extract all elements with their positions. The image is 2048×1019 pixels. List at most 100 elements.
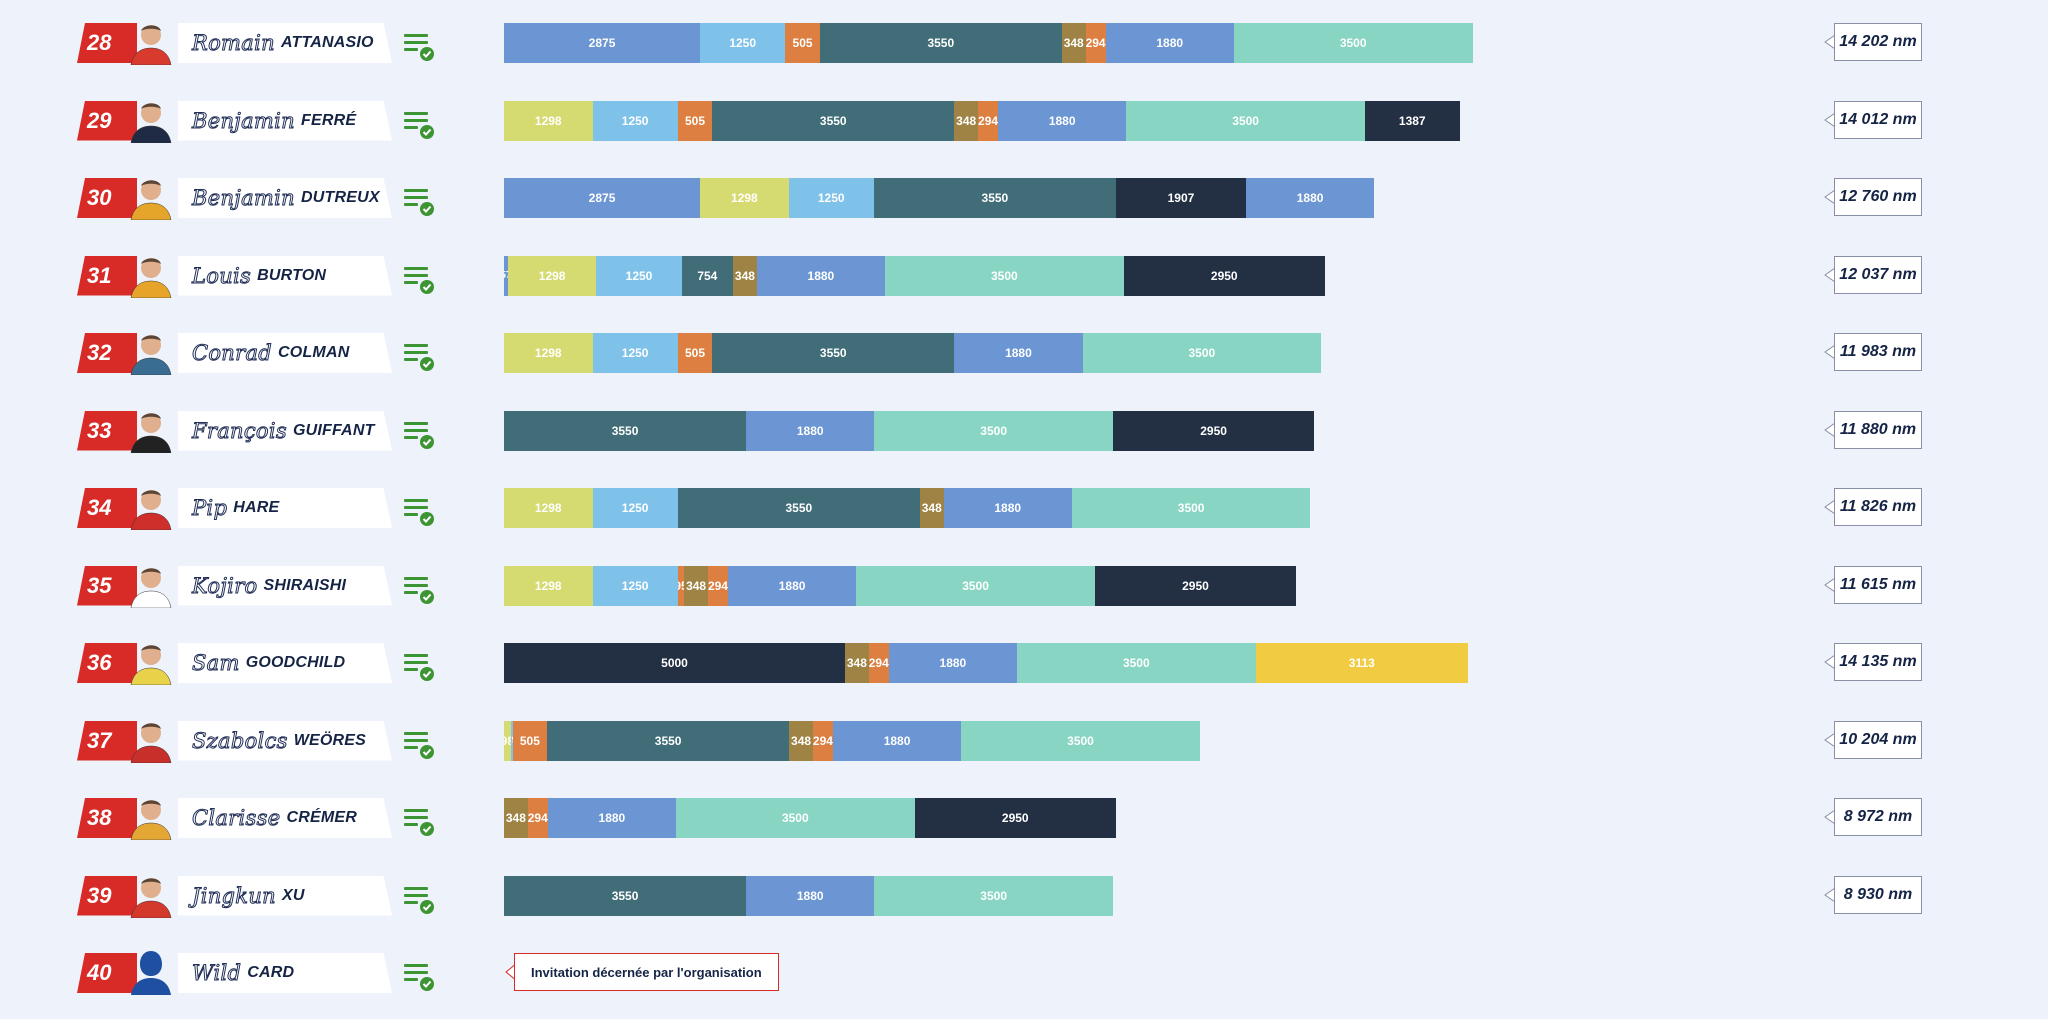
distance-stacked-bar: 1298 1250 505 3550 348 294 1880 3500 1387 (504, 100, 1460, 141)
rank-badge: 34 (77, 488, 137, 528)
bar-segment: 3500 (1016, 643, 1256, 683)
rank-badge: 28 (77, 23, 137, 63)
bar-segment: 294 (812, 720, 833, 761)
bar-segment: 1880 (888, 643, 1017, 683)
skipper-row: 33 François GUIFFANT 3550 1880 3500 2950 11 880… (0, 409, 2048, 453)
bar-segment: 3500 (874, 410, 1113, 451)
bar-segment: 294 (707, 565, 728, 606)
bar-segment: 1880 (547, 798, 676, 838)
skipper-row: 35 Kojiro SHIRAISHI 12981250953482941880350… (0, 564, 2048, 608)
skipper-last-name: HARE (233, 499, 280, 516)
bar-segment: 348 (845, 643, 869, 683)
list-check-icon[interactable] (402, 419, 436, 449)
rank-badge: 39 (77, 875, 137, 916)
total-distance-tag: 12 760 nm (1834, 178, 1922, 216)
total-distance-tag: 10 204 nm (1834, 720, 1922, 759)
skipper-last-name: CARD (247, 964, 295, 981)
list-check-icon[interactable] (402, 729, 436, 759)
bar-segment: 294 (527, 798, 548, 838)
skipper-name: Louis BURTON (178, 255, 392, 296)
rank-badge: 29 (77, 100, 137, 141)
skipper-row: 39 Jingkun XU 3550 1880 3500 8 930 nm (0, 874, 2048, 918)
total-distance-tag: 14 012 nm (1834, 100, 1922, 139)
bar-segment: 1250 (592, 333, 678, 373)
skipper-name: Wild CARD (178, 953, 392, 993)
skipper-last-name: XU (281, 886, 305, 904)
bar-segment: 1298 (504, 333, 593, 373)
rank-badge: 33 (77, 410, 137, 451)
skipper-first-name: Pip (191, 496, 228, 521)
skipper-row: 38 Clarisse CRÉMER 348 294 1880 3500 2950 8 972 … (0, 796, 2048, 840)
skipper-last-name: WEÖRES (293, 731, 367, 749)
list-check-icon[interactable] (402, 264, 436, 294)
list-check-icon[interactable] (402, 341, 436, 371)
skipper-first-name: Wild (191, 961, 242, 986)
bar-segment: 3550 (873, 178, 1116, 218)
skipper-row: 32 Conrad COLMAN 1298 1250 505 3550 1880 3500 11 … (0, 331, 2048, 375)
bar-segment: 57 (504, 255, 508, 296)
silhouette-avatar (125, 945, 177, 995)
bar-segment: 1880 (1245, 178, 1375, 218)
skipper-first-name: Clarisse (191, 806, 281, 831)
bar-segment: 3500 (874, 875, 1113, 916)
bar-segment: 505 (512, 720, 548, 761)
skipper-name: Szabolcs WEÖRES (178, 720, 392, 761)
bar-segment: 3500 (961, 720, 1200, 761)
bar-segment: 348 (789, 720, 813, 761)
bar-segment: 1298 (504, 488, 593, 528)
bar-segment: 1880 (746, 410, 875, 451)
skipper-row: 30 Benjamin DUTREUX 2875 1298 1250 3550 1907 188… (0, 176, 2048, 220)
skipper-avatar (125, 15, 177, 65)
skipper-avatar (125, 248, 177, 298)
list-check-icon[interactable] (402, 186, 436, 216)
skipper-avatar (125, 713, 177, 763)
bar-segment: 1250 (596, 255, 682, 296)
bar-segment: 1298 (700, 178, 789, 218)
bar-segment: 1880 (1105, 23, 1234, 63)
skipper-last-name: GOODCHILD (245, 654, 346, 671)
bar-segment: 2875 (504, 23, 701, 63)
list-check-icon[interactable] (402, 496, 436, 526)
skipper-name: Benjamin FERRÉ (178, 100, 392, 141)
list-check-icon[interactable] (402, 651, 436, 681)
bar-segment: 1907 (1115, 178, 1246, 218)
skipper-last-name: GUIFFANT (292, 421, 375, 439)
invitation-note: Invitation décernée par l'organisation (514, 953, 779, 991)
skipper-row: 31 Louis BURTON 571298125075434818803500295… (0, 254, 2048, 298)
list-check-icon[interactable] (402, 109, 436, 139)
skipper-name: Clarisse CRÉMER (178, 798, 392, 838)
bar-segment: 294 (978, 100, 999, 141)
total-distance-tag: 11 983 nm (1834, 333, 1922, 371)
skipper-first-name: Louis (191, 263, 252, 288)
bar-segment: 348 (684, 565, 708, 606)
skipper-name: Jingkun XU (178, 875, 392, 916)
list-check-icon[interactable] (402, 31, 436, 61)
bar-segment: 1880 (998, 100, 1127, 141)
bar-segment: 3500 (1126, 100, 1365, 141)
list-check-icon[interactable] (402, 961, 436, 991)
total-distance-tag: 11 880 nm (1834, 410, 1922, 449)
bar-segment: 2875 (504, 178, 701, 218)
bar-segment: 1250 (592, 100, 678, 141)
skipper-name: Benjamin DUTREUX (178, 178, 392, 218)
distance-stacked-bar: 1298 1250 3550 348 1880 3500 (504, 488, 1311, 528)
bar-segment: 3500 (675, 798, 915, 838)
bar-segment: 348 (954, 100, 979, 141)
list-check-icon[interactable] (402, 574, 436, 604)
skipper-name: Romain ATTANASIO (178, 23, 392, 63)
skipper-first-name: Conrad (191, 341, 273, 366)
skipper-last-name: COLMAN (278, 344, 350, 361)
list-check-icon[interactable] (402, 884, 436, 914)
bar-segment: 1298 (504, 100, 593, 141)
skipper-name: Conrad COLMAN (178, 333, 392, 373)
skipper-name: Pip HARE (178, 488, 392, 528)
bar-segment: 1880 (943, 488, 1072, 528)
bar-segment: 348 (733, 255, 757, 296)
skipper-first-name: Romain (192, 31, 276, 56)
skipper-last-name: DUTREUX (300, 189, 380, 206)
list-check-icon[interactable] (402, 806, 436, 836)
distance-stacked-bar: 5712981250754348188035002950 (504, 255, 1325, 296)
skipper-last-name: SHIRAISHI (263, 576, 347, 594)
skipper-last-name: FERRÉ (300, 111, 357, 129)
skipper-first-name: François (192, 418, 288, 443)
